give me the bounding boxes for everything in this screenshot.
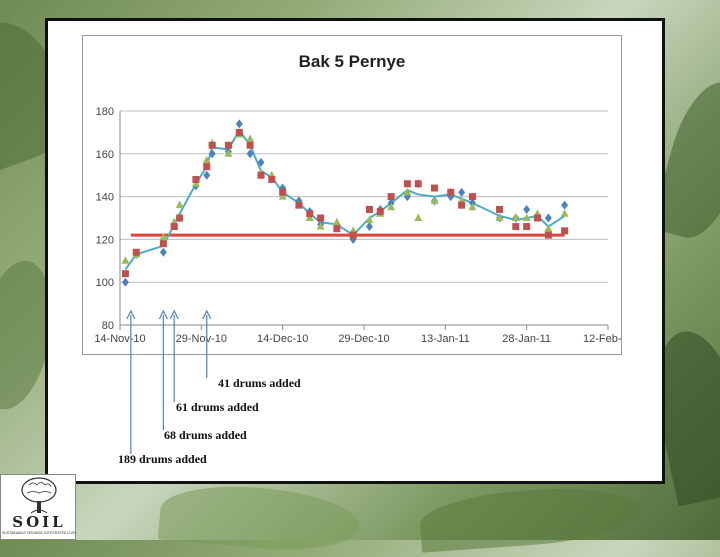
data-point-square [430, 184, 438, 192]
annotation-label: 61 drums added [176, 400, 259, 414]
logo-tagline: SUSTAINABLE ORGANIC INTEGRATED LIVELIHOO… [2, 531, 76, 535]
data-point-square [496, 205, 504, 213]
data-point-square [224, 141, 232, 149]
tree-icon [21, 477, 57, 514]
data-point-triangle [332, 217, 341, 226]
data-point-diamond [257, 157, 265, 167]
x-tick-label: 12-Feb-11 [583, 333, 622, 345]
chart: Bak 5 Pernye 80 100 120 140 160 180 14-Nov-10 2… [82, 35, 622, 355]
x-tick-label: 28-Jan-11 [502, 333, 551, 345]
data-point-triangle [468, 202, 477, 211]
x-tick-label: 29-Dec-10 [338, 333, 389, 345]
data-point-diamond [523, 204, 531, 214]
x-tick-label: 14-Nov-10 [94, 333, 145, 345]
soil-logo: SOIL SUSTAINABLE ORGANIC INTEGRATED LIVE… [0, 474, 76, 540]
data-point-triangle [365, 215, 374, 224]
data-point-square [235, 128, 243, 136]
annotation-label: 68 drums added [164, 428, 247, 442]
data-point-triangle [316, 222, 325, 230]
data-point-square [468, 193, 476, 201]
data-point-diamond [208, 149, 216, 159]
logo-wordmark: SOIL [12, 513, 66, 531]
data-point-square [523, 223, 531, 231]
data-point-square [512, 223, 520, 231]
data-point-square [414, 180, 422, 188]
data-point-square [170, 223, 178, 231]
data-point-square [365, 205, 373, 213]
data-point-triangle [430, 196, 439, 204]
data-point-triangle [191, 179, 200, 187]
data-point-square [246, 141, 254, 149]
annotation-label: 41 drums added [218, 376, 301, 390]
series-square [121, 128, 569, 278]
y-tick-label: 80 [102, 320, 114, 332]
data-point-triangle [175, 200, 184, 209]
data-point-square [176, 214, 184, 222]
data-point-square [279, 188, 287, 196]
data-point-triangle [224, 149, 233, 157]
data-point-triangle [159, 232, 168, 241]
data-point-square [203, 163, 211, 171]
chart-frame [82, 35, 622, 355]
data-point-diamond [458, 187, 466, 197]
data-point-square [295, 201, 303, 209]
y-tick-label: 120 [96, 234, 114, 246]
data-point-square [268, 175, 276, 183]
data-point-triangle [387, 202, 396, 211]
data-point-triangle [278, 192, 287, 200]
data-point-square [333, 225, 341, 233]
data-point-square [192, 175, 200, 183]
data-point-square [534, 214, 542, 222]
data-point-square [317, 214, 325, 222]
data-point-triangle [403, 187, 412, 196]
data-point-square [561, 227, 569, 235]
data-point-square [376, 208, 384, 216]
data-point-square [159, 240, 167, 248]
data-point-square [544, 231, 552, 239]
trend-line [124, 128, 566, 270]
data-point-square [403, 180, 411, 188]
data-point-square [132, 248, 140, 256]
data-point-diamond [544, 213, 552, 223]
data-point-square [387, 193, 395, 201]
data-point-square [257, 171, 265, 179]
annotation-label: 189 drums added [118, 452, 207, 466]
y-tick-label: 140 [96, 192, 114, 204]
data-point-triangle [544, 224, 553, 232]
data-point-triangle [414, 213, 423, 221]
data-point-triangle [522, 213, 531, 221]
data-point-diamond [235, 119, 243, 129]
x-tick-label: 13-Jan-11 [421, 333, 470, 345]
data-point-square [208, 141, 216, 149]
data-point-triangle [560, 209, 569, 217]
data-point-triangle [511, 213, 520, 221]
data-point-triangle [121, 256, 130, 264]
data-point-triangle [246, 134, 255, 142]
data-point-square [121, 270, 129, 278]
data-point-diamond [121, 277, 129, 287]
data-point-square [458, 201, 466, 209]
data-point-diamond [246, 149, 254, 159]
x-tick-label: 29-Nov-10 [176, 333, 227, 345]
y-tick-label: 180 [96, 106, 114, 118]
data-point-square [447, 188, 455, 196]
data-point-triangle [495, 213, 504, 221]
data-point-square [349, 231, 357, 239]
data-point-diamond [365, 222, 373, 232]
data-point-diamond [159, 247, 167, 257]
x-tick-label: 14-Dec-10 [257, 333, 308, 345]
data-point-diamond [561, 200, 569, 210]
data-point-triangle [305, 213, 314, 221]
y-tick-label: 160 [96, 149, 114, 161]
y-tick-label: 100 [96, 277, 114, 289]
data-point-diamond [203, 170, 211, 180]
data-point-square [306, 210, 314, 218]
data-point-triangle [202, 155, 211, 164]
chart-title: Bak 5 Pernye [299, 52, 406, 71]
